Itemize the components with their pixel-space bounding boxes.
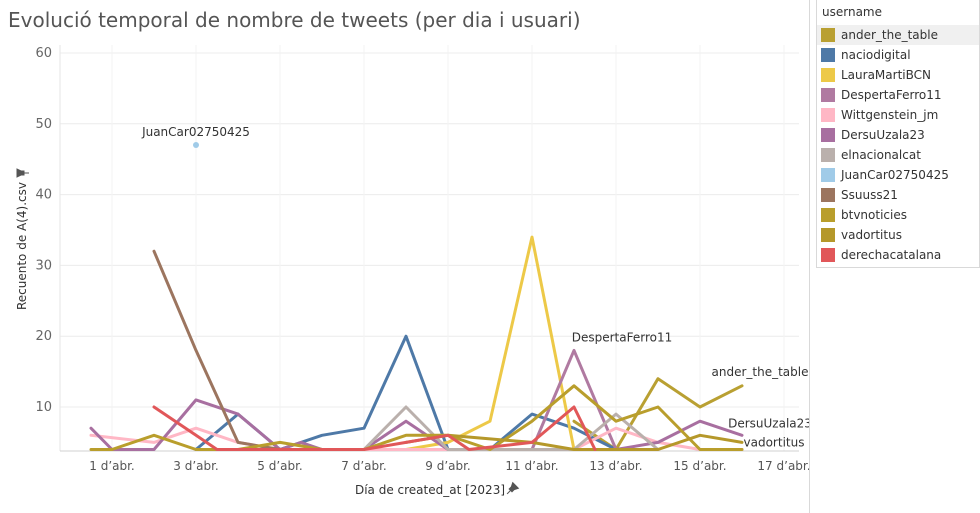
legend-item-ander_the_table[interactable]: ander_the_table bbox=[817, 25, 979, 45]
legend-swatch bbox=[821, 48, 835, 62]
legend-label: btvnoticies bbox=[841, 208, 907, 222]
x-tick-label: 9 d’abr. bbox=[425, 459, 471, 473]
legend-swatch bbox=[821, 208, 835, 222]
x-axis-label: Día de created_at [2023] bbox=[355, 483, 505, 497]
legend-label: ander_the_table bbox=[841, 28, 938, 42]
x-tick-label: 15 d’abr. bbox=[673, 459, 726, 473]
x-axis-pin-icon[interactable] bbox=[504, 481, 520, 497]
x-tick-label: 7 d’abr. bbox=[341, 459, 387, 473]
legend-label: LauraMartiBCN bbox=[841, 68, 931, 82]
legend-swatch bbox=[821, 228, 835, 242]
x-tick-label: 3 d’abr. bbox=[173, 459, 219, 473]
series-line-ander_the_table[interactable] bbox=[572, 377, 744, 451]
series-line-derechacatalana[interactable] bbox=[152, 405, 597, 451]
legend-item-DespertaFerro11[interactable]: DespertaFerro11 bbox=[817, 85, 979, 105]
y-tick-label: 30 bbox=[35, 258, 52, 273]
x-tick-label: 17 d’abr. bbox=[757, 459, 809, 473]
y-tick-label: 20 bbox=[35, 329, 52, 344]
x-tick-label: 5 d’abr. bbox=[257, 459, 303, 473]
legend-swatch bbox=[821, 148, 835, 162]
legend-title: username bbox=[822, 5, 882, 19]
legend-label: derechacatalana bbox=[841, 248, 942, 262]
legend-item-DersuUzala23[interactable]: DersuUzala23 bbox=[817, 125, 979, 145]
x-tick-label: 11 d’abr. bbox=[505, 459, 558, 473]
legend-item-naciodigital[interactable]: naciodigital bbox=[817, 45, 979, 65]
legend-item-btvnoticies[interactable]: btvnoticies bbox=[817, 205, 979, 225]
legend-label: vadortitus bbox=[841, 228, 902, 242]
legend-swatch bbox=[821, 188, 835, 202]
series-line-Wittgenstein_jm[interactable] bbox=[89, 426, 744, 451]
y-axis: 10 20 30 40 50 60 bbox=[35, 45, 61, 451]
plot-area bbox=[89, 142, 744, 451]
legend-swatch bbox=[821, 168, 835, 182]
legend-swatch bbox=[821, 128, 835, 142]
annotation-label: DersuUzala23 bbox=[728, 416, 809, 430]
legend-item-elnacionalcat[interactable]: elnacionalcat bbox=[817, 145, 979, 165]
legend-item-vadortitus[interactable]: vadortitus bbox=[817, 225, 979, 245]
chart-title: Evolució temporal de nombre de tweets (p… bbox=[8, 8, 581, 32]
legend-label: DespertaFerro11 bbox=[841, 88, 942, 102]
annotation-label: vadortitus bbox=[744, 435, 805, 449]
legend-label: Wittgenstein_jm bbox=[841, 108, 939, 122]
y-tick-label: 40 bbox=[35, 188, 52, 203]
line-chart: 10 20 30 40 50 60 1 d’abr. 3 d’abr. 5 d’abr. 7 d… bbox=[15, 45, 809, 497]
series-line-DespertaFerro11[interactable] bbox=[530, 348, 618, 451]
legend-label: DersuUzala23 bbox=[841, 128, 925, 142]
gridlines bbox=[60, 45, 799, 451]
annotation-label: JuanCar02750425 bbox=[141, 125, 250, 139]
legend-item-LauraMartiBCN[interactable]: LauraMartiBCN bbox=[817, 65, 979, 85]
legend-item-derechacatalana[interactable]: derechacatalana bbox=[817, 245, 979, 265]
series-line-btvnoticies[interactable] bbox=[89, 384, 744, 451]
y-axis-pin-icon[interactable] bbox=[16, 168, 29, 178]
y-axis-label: Recuento de A(4).csv bbox=[15, 182, 29, 310]
legend-swatch bbox=[821, 108, 835, 122]
legend-item-JuanCar02750425[interactable]: JuanCar02750425 bbox=[817, 165, 979, 185]
x-axis: 1 d’abr. 3 d’abr. 5 d’abr. 7 d’abr. 9 d’abr.… bbox=[60, 450, 809, 473]
series-line-vadortitus[interactable] bbox=[404, 433, 744, 451]
y-tick-label: 10 bbox=[35, 400, 52, 415]
annotations: JuanCar02750425 DespertaFerro11 ander_the_… bbox=[141, 125, 809, 449]
legend-swatch bbox=[821, 28, 835, 42]
legend-label: Ssuuss21 bbox=[841, 188, 898, 202]
legend-item-Wittgenstein_jm[interactable]: Wittgenstein_jm bbox=[817, 105, 979, 125]
legend-label: elnacionalcat bbox=[841, 148, 921, 162]
series-point-JuanCar02750425[interactable] bbox=[193, 142, 199, 149]
legend-label: JuanCar02750425 bbox=[841, 168, 949, 182]
y-tick-label: 60 bbox=[35, 46, 52, 61]
legend-label: naciodigital bbox=[841, 48, 911, 62]
legend-swatch bbox=[821, 88, 835, 102]
x-tick-label: 1 d’abr. bbox=[89, 459, 135, 473]
annotation-label: DespertaFerro11 bbox=[572, 330, 673, 344]
annotation-label: ander_the_table bbox=[712, 365, 809, 379]
legend-swatch bbox=[821, 68, 835, 82]
legend-item-Ssuuss21[interactable]: Ssuuss21 bbox=[817, 185, 979, 205]
legend-swatch bbox=[821, 248, 835, 262]
series-line-LauraMartiBCN[interactable] bbox=[404, 235, 576, 451]
legend: username ander_the_table naciodigital Laur… bbox=[816, 0, 980, 268]
pane-divider bbox=[809, 0, 810, 513]
x-tick-label: 13 d’abr. bbox=[589, 459, 642, 473]
y-tick-label: 50 bbox=[35, 117, 52, 132]
